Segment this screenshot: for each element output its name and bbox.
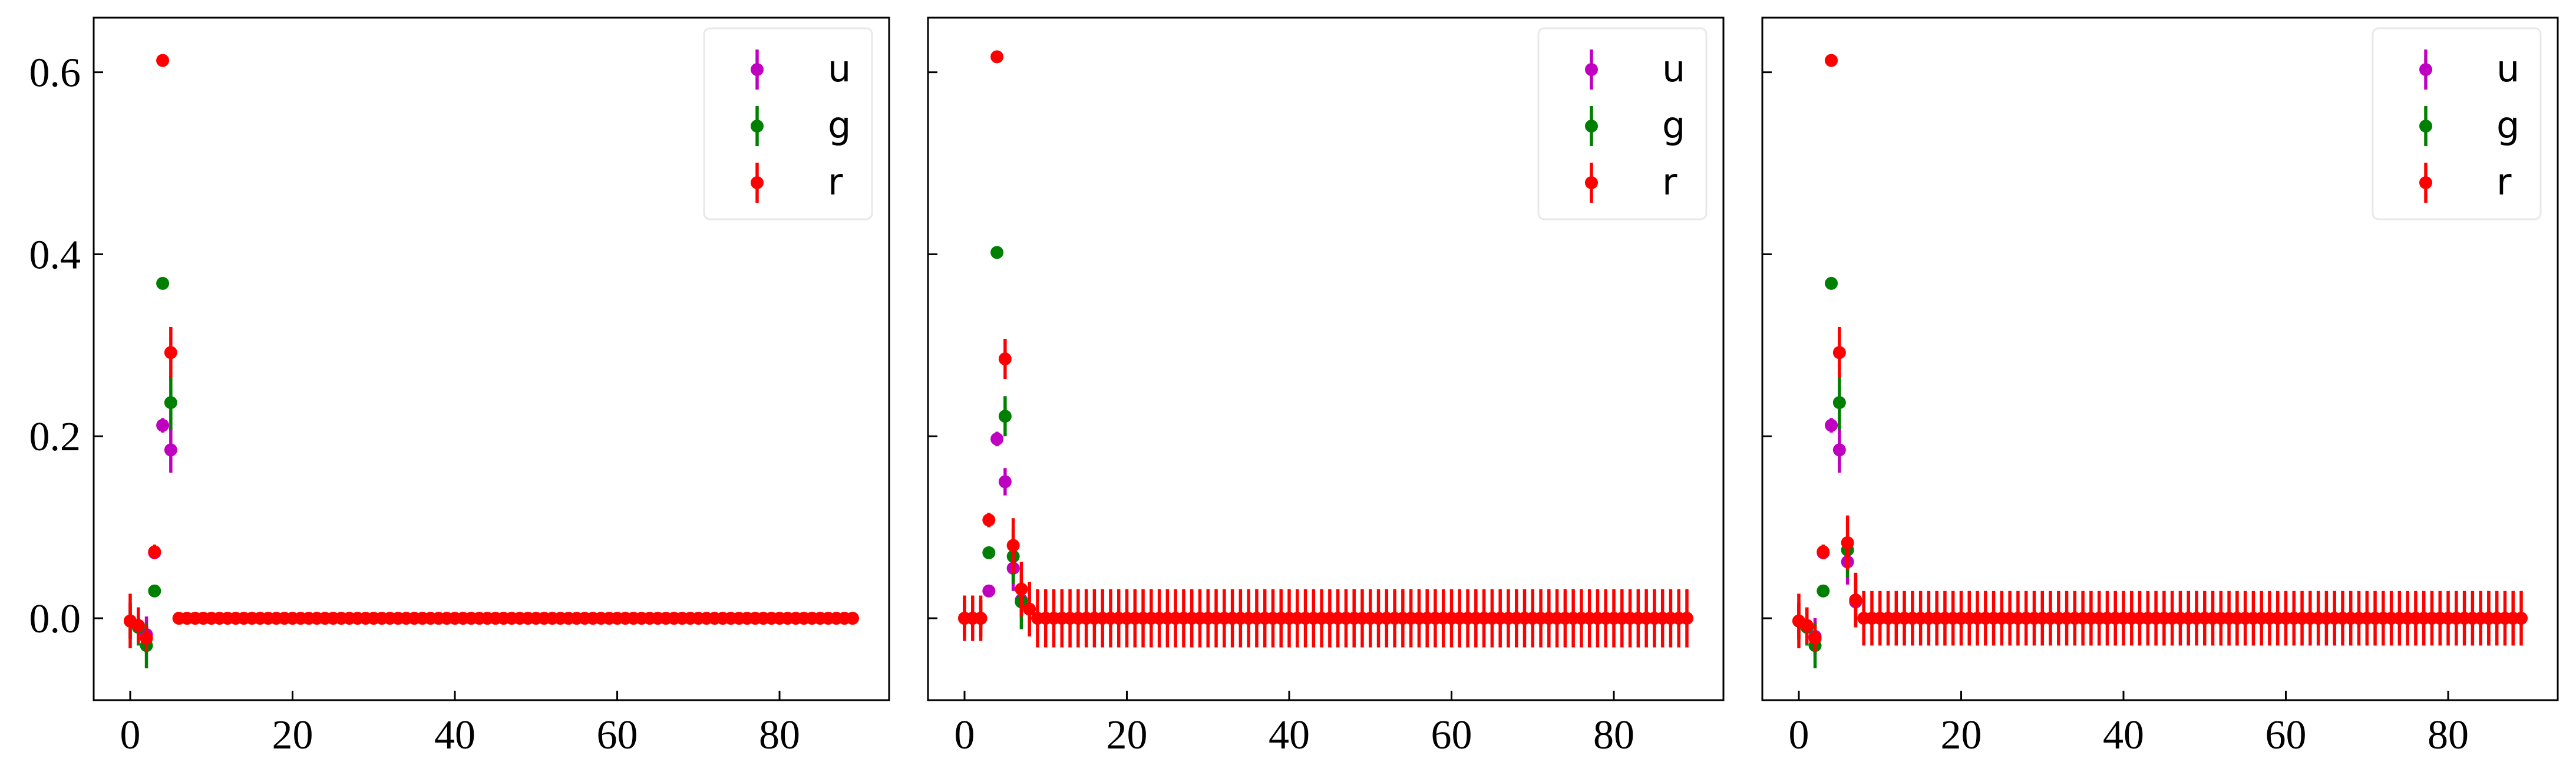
data-point-u: [982, 584, 996, 598]
data-point-r: [140, 632, 153, 645]
x-tick-label: 40: [434, 713, 475, 758]
x-tick-label: 60: [1431, 713, 1472, 758]
data-point-r: [148, 545, 161, 559]
legend-marker-g: [1585, 120, 1598, 133]
data-point-r: [998, 352, 1012, 365]
data-point-r: [1808, 632, 1822, 645]
legend: ugr: [2372, 27, 2542, 220]
legend-label-r: r: [2496, 160, 2512, 203]
data-point-r: [1680, 612, 1694, 625]
data-point-u: [1832, 443, 1846, 457]
data-point-u: [164, 443, 177, 457]
data-point-g: [164, 396, 177, 410]
legend-label-g: g: [828, 104, 851, 147]
legend-marker-r: [1585, 176, 1598, 189]
data-point-u: [156, 418, 170, 432]
legend-label-g: g: [1662, 104, 1685, 147]
x-tick-label: 0: [120, 713, 140, 758]
axes-frame: [1761, 17, 2559, 701]
data-point-r: [2515, 612, 2528, 625]
x-tick-label: 80: [759, 713, 800, 758]
data-point-r: [1832, 346, 1846, 360]
legend-label-g: g: [2496, 104, 2519, 147]
legend-marker-u: [2419, 63, 2432, 76]
data-point-r: [1817, 545, 1830, 559]
data-point-r: [131, 619, 145, 632]
y-tick-label: 0.2: [29, 414, 81, 460]
legend-marker-u: [1585, 63, 1598, 76]
x-tick-label: 0: [954, 713, 975, 758]
axes-frame: [927, 17, 1725, 701]
data-point-r: [982, 513, 996, 527]
x-tick-label: 60: [2265, 713, 2307, 758]
series-r: [123, 54, 860, 652]
subplot-2: 0 20 40 60 80 ugr: [927, 17, 1725, 758]
legend: ugr: [1537, 27, 1708, 220]
series-r: [957, 50, 1694, 648]
x-tick-label: 40: [2103, 713, 2144, 758]
x-tick-label: 0: [1788, 713, 1809, 758]
x-tick-label: 20: [1941, 713, 1982, 758]
legend-label-u: u: [828, 47, 851, 90]
axes-frame: [93, 17, 890, 701]
data-point-r: [1849, 593, 1862, 607]
data-point-g: [1817, 584, 1830, 598]
data-point-g: [156, 276, 170, 290]
data-point-r: [1800, 619, 1814, 632]
legend-marker-g: [2419, 120, 2432, 133]
data-point-u: [998, 475, 1012, 489]
legend-frame: [2372, 27, 2542, 220]
y-tick-label: 0.6: [29, 51, 81, 96]
subplot-3: 0 20 40 60 80 ugr: [1761, 17, 2559, 758]
data-point-g: [148, 584, 161, 598]
y-tick-label: 0.0: [29, 596, 81, 642]
y-tick-label: 0.4: [29, 232, 81, 278]
legend-label-u: u: [1662, 47, 1685, 90]
series-r: [1792, 54, 2528, 652]
data-point-r: [164, 346, 177, 360]
data-point-g: [1832, 396, 1846, 410]
legend-marker-g: [751, 120, 764, 133]
legend-label-r: r: [828, 160, 843, 203]
data-point-r: [990, 50, 1004, 64]
x-tick-label: 80: [1593, 713, 1634, 758]
data-point-r: [1023, 602, 1036, 616]
data-point-r: [1825, 54, 1838, 67]
x-tick-label: 60: [597, 713, 638, 758]
data-point-g: [982, 546, 996, 559]
data-point-r: [1015, 582, 1028, 596]
data-point-u: [1825, 418, 1838, 432]
legend-label-u: u: [2496, 47, 2519, 90]
subplot-1: 0 20 40 60 80 0.0 0.2 0.4 0.6 ugr: [29, 17, 890, 758]
data-point-r: [974, 612, 988, 625]
legend-marker-r: [751, 176, 764, 189]
x-tick-label: 20: [272, 713, 313, 758]
legend-label-r: r: [1662, 160, 1677, 203]
x-tick-label: 40: [1269, 713, 1310, 758]
x-tick-label: 20: [1107, 713, 1148, 758]
legend-frame: [1537, 27, 1708, 220]
legend-marker-r: [2419, 176, 2432, 189]
data-point-g: [1825, 276, 1838, 290]
legend-marker-u: [751, 63, 764, 76]
data-point-r: [1841, 536, 1854, 549]
data-point-r: [156, 54, 170, 67]
data-point-u: [990, 432, 1004, 446]
legend: ugr: [703, 27, 873, 220]
data-point-r: [1006, 539, 1020, 552]
x-tick-label: 80: [2428, 713, 2469, 758]
legend-frame: [703, 27, 873, 220]
data-point-g: [990, 246, 1004, 259]
data-point-g: [998, 410, 1012, 423]
data-point-r: [846, 612, 860, 625]
